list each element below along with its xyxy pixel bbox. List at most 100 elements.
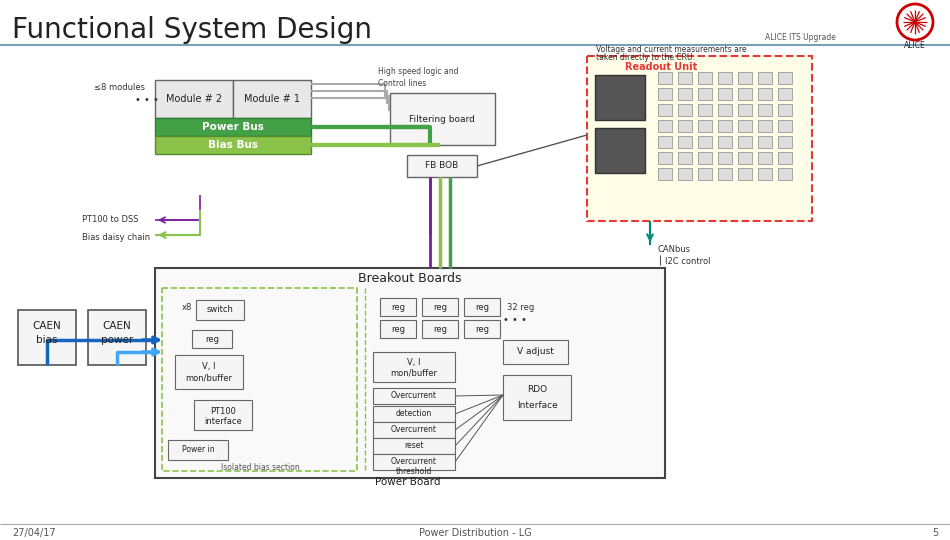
Bar xyxy=(698,168,712,180)
Bar xyxy=(407,155,477,177)
Text: Isolated bias section: Isolated bias section xyxy=(220,463,299,472)
Bar xyxy=(422,320,458,338)
Bar xyxy=(88,310,146,365)
Bar xyxy=(778,72,792,84)
Text: reg: reg xyxy=(475,302,489,312)
Text: PT100 to DSS: PT100 to DSS xyxy=(82,215,139,225)
Bar xyxy=(658,152,672,164)
Circle shape xyxy=(897,4,933,40)
Text: taken directly to the CRU.: taken directly to the CRU. xyxy=(596,53,694,63)
Bar xyxy=(380,320,416,338)
Bar xyxy=(464,320,500,338)
Bar xyxy=(698,152,712,164)
Bar xyxy=(758,152,772,164)
Text: bias: bias xyxy=(36,335,58,345)
Bar xyxy=(718,120,732,132)
Bar xyxy=(373,406,455,422)
Bar xyxy=(373,388,455,404)
Bar xyxy=(698,136,712,148)
Bar xyxy=(778,104,792,116)
Bar xyxy=(373,438,455,454)
Bar xyxy=(155,136,311,154)
Text: switch: switch xyxy=(206,306,234,314)
Text: mon/buffer: mon/buffer xyxy=(185,374,233,382)
Bar xyxy=(738,152,752,164)
Bar xyxy=(778,120,792,132)
Text: V adjust: V adjust xyxy=(517,348,554,356)
Bar xyxy=(698,88,712,100)
Bar xyxy=(738,72,752,84)
Text: Functional System Design: Functional System Design xyxy=(12,16,372,44)
Text: 27/04/17: 27/04/17 xyxy=(12,528,56,538)
Text: CANbus: CANbus xyxy=(658,245,692,253)
Bar xyxy=(758,120,772,132)
Bar xyxy=(658,88,672,100)
Text: Filtering board: Filtering board xyxy=(409,114,475,124)
Bar xyxy=(678,120,692,132)
Text: Control lines: Control lines xyxy=(378,78,427,87)
Bar xyxy=(373,352,455,382)
Bar xyxy=(587,56,812,221)
Bar xyxy=(155,118,311,136)
Text: reg: reg xyxy=(433,325,447,334)
Bar xyxy=(758,104,772,116)
Bar xyxy=(155,80,233,118)
Text: reg: reg xyxy=(475,325,489,334)
Bar xyxy=(658,104,672,116)
Text: Readout Unit: Readout Unit xyxy=(625,62,697,72)
Text: ALICE: ALICE xyxy=(904,40,926,50)
Bar xyxy=(658,168,672,180)
Text: mon/buffer: mon/buffer xyxy=(390,368,438,377)
Text: detection: detection xyxy=(396,409,432,418)
Text: ALICE ITS Upgrade: ALICE ITS Upgrade xyxy=(765,33,835,43)
Text: reg: reg xyxy=(433,302,447,312)
Text: • • •: • • • xyxy=(504,315,527,325)
Bar xyxy=(503,375,571,420)
Bar xyxy=(778,88,792,100)
Bar xyxy=(758,136,772,148)
Bar xyxy=(718,152,732,164)
Bar xyxy=(738,104,752,116)
Text: Breakout Boards: Breakout Boards xyxy=(358,272,462,285)
Text: Overcurrent: Overcurrent xyxy=(391,392,437,401)
Text: x8: x8 xyxy=(181,303,192,313)
Text: High speed logic and: High speed logic and xyxy=(378,68,459,77)
Bar xyxy=(503,340,568,364)
Bar xyxy=(718,72,732,84)
Bar xyxy=(758,72,772,84)
Bar xyxy=(175,355,243,389)
Bar xyxy=(718,104,732,116)
Text: V, I: V, I xyxy=(408,357,421,367)
Text: Power Bus: Power Bus xyxy=(202,122,264,132)
Bar xyxy=(390,93,495,145)
Bar xyxy=(778,136,792,148)
Text: reset: reset xyxy=(405,442,424,450)
Bar xyxy=(718,88,732,100)
Bar xyxy=(738,168,752,180)
Bar xyxy=(698,72,712,84)
Text: Power Board: Power Board xyxy=(375,477,441,487)
Text: reg: reg xyxy=(391,302,405,312)
Text: power: power xyxy=(101,335,133,345)
Bar xyxy=(678,136,692,148)
Text: 5: 5 xyxy=(932,528,938,538)
Text: reg: reg xyxy=(205,334,219,343)
Bar xyxy=(738,120,752,132)
Bar xyxy=(738,136,752,148)
Bar xyxy=(678,168,692,180)
Bar xyxy=(380,298,416,316)
Bar xyxy=(738,88,752,100)
Text: PT100: PT100 xyxy=(210,407,236,415)
Bar xyxy=(678,88,692,100)
Bar xyxy=(595,128,645,173)
Text: ≤8 modules: ≤8 modules xyxy=(94,84,145,92)
Bar xyxy=(678,152,692,164)
Text: I2C control: I2C control xyxy=(665,258,711,267)
Text: Bias Bus: Bias Bus xyxy=(208,140,258,150)
Bar xyxy=(168,440,228,460)
Text: Module # 2: Module # 2 xyxy=(166,94,222,104)
Text: Overcurrent: Overcurrent xyxy=(391,457,437,467)
Text: Interface: Interface xyxy=(517,401,558,409)
Text: 32 reg: 32 reg xyxy=(507,302,534,312)
Bar xyxy=(718,136,732,148)
